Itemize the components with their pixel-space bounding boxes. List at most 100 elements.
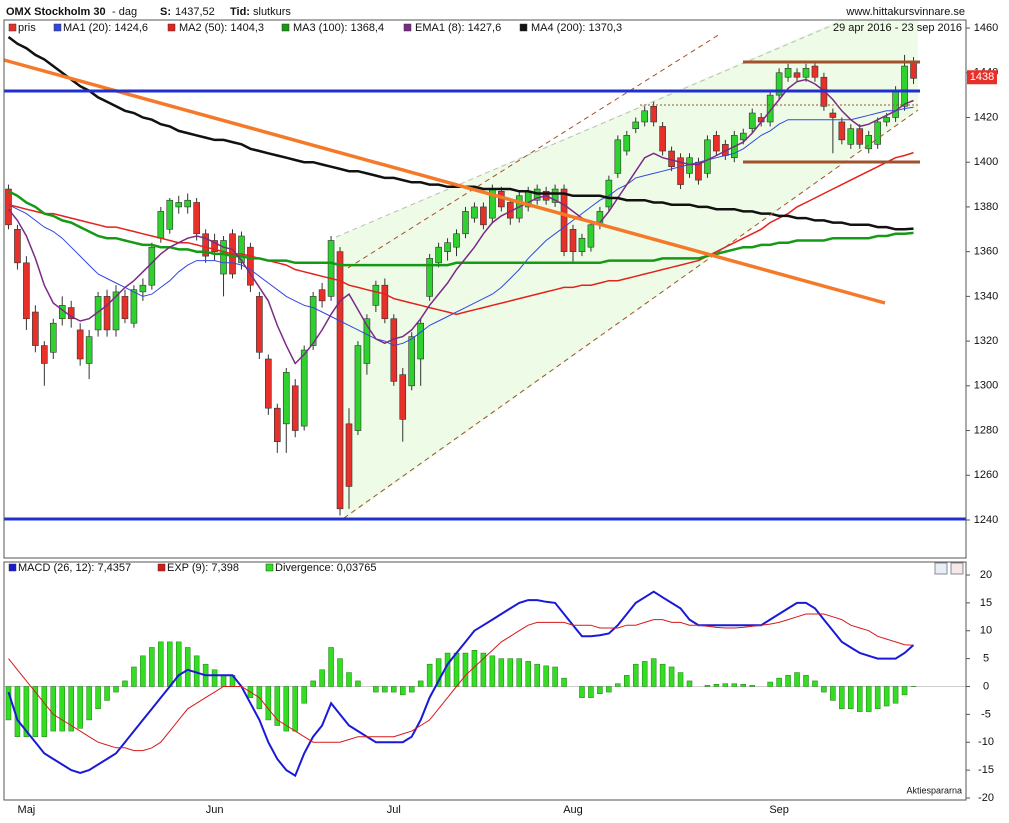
divergence-bar <box>668 666 675 687</box>
candle-body <box>354 345 362 431</box>
divergence-bar <box>821 686 827 693</box>
candle-body <box>704 139 711 174</box>
channel-line <box>335 21 841 238</box>
divergence-bar <box>131 666 137 687</box>
y-tick-label: 1420 <box>974 111 998 123</box>
divergence-bar <box>857 686 863 712</box>
line <box>8 106 914 347</box>
divergence-bar <box>677 672 684 687</box>
price-label: S: <box>160 6 171 18</box>
divergence-bar <box>337 658 343 687</box>
candle-body <box>399 374 407 420</box>
divergence-bar <box>328 647 334 687</box>
line <box>7 78 914 365</box>
close-icon[interactable] <box>950 562 964 575</box>
legend-swatch <box>167 23 176 32</box>
divergence-bar <box>211 669 218 687</box>
divergence-bar <box>453 652 460 687</box>
x-tick-label: Sep <box>769 804 789 816</box>
candle-body <box>856 128 864 145</box>
x-tick-label: Jun <box>206 804 224 816</box>
candle-body <box>892 90 899 118</box>
y-tick-label: -5 <box>981 708 991 720</box>
divergence-bar <box>167 641 173 687</box>
y-tick-label: 0 <box>983 680 989 692</box>
candle-body <box>193 202 200 235</box>
legend-label: MA4 (200): 1370,3 <box>531 22 622 34</box>
divergence-bar <box>507 658 514 687</box>
candle-body <box>202 233 209 257</box>
candle-body <box>23 262 30 320</box>
y-tick-label: 1400 <box>974 156 998 168</box>
divergence-bar <box>632 663 639 687</box>
x-tick-label: Maj <box>18 804 36 816</box>
divergence-bar <box>140 655 146 687</box>
legend-swatch <box>281 23 290 32</box>
divergence-bar <box>444 652 451 687</box>
divergence-bar <box>579 686 585 698</box>
candle-body <box>766 94 774 123</box>
divergence-bar <box>382 686 388 693</box>
divergence-bar <box>373 686 379 693</box>
divergence-bar <box>5 686 12 721</box>
y-tick-label: 15 <box>980 597 992 609</box>
candle-body <box>76 329 84 360</box>
candle-body <box>282 372 290 425</box>
candle-body <box>462 211 469 235</box>
candle-body <box>318 289 326 302</box>
candle-body <box>650 106 657 123</box>
divergence-bar <box>525 661 531 687</box>
divergence-bar <box>310 680 316 687</box>
legend-swatch <box>265 563 274 572</box>
price-tag <box>967 70 997 85</box>
divergence-bar <box>543 665 549 687</box>
candle-body <box>739 132 747 141</box>
divergence-bar <box>767 681 773 687</box>
mask <box>0 20 4 560</box>
candle-body <box>85 336 93 364</box>
divergence-bar <box>95 686 101 710</box>
candle-body <box>139 284 147 293</box>
divergence-bar <box>606 686 612 693</box>
x-tick-label: Jul <box>387 804 401 816</box>
candle-body <box>471 206 478 219</box>
divergence-bar <box>391 686 397 693</box>
y-tick-label: -15 <box>978 764 994 776</box>
y-tick-label: 1460 <box>974 22 998 34</box>
candle-body <box>274 407 281 443</box>
candle-body <box>802 67 810 78</box>
macd-panel <box>3 561 967 801</box>
divergence-bar <box>650 658 657 687</box>
logo: Aktiespararna <box>906 785 962 795</box>
divergence-bar <box>220 675 227 687</box>
y-tick-label: 5 <box>983 653 989 665</box>
candle-body <box>256 296 263 353</box>
zoom-icon[interactable] <box>934 562 948 575</box>
divergence-bar <box>265 686 272 721</box>
candle-body <box>184 199 191 208</box>
divergence-bar <box>104 686 110 701</box>
candle-body <box>641 110 648 123</box>
y-tick-label: 20 <box>980 569 992 581</box>
legend-swatch <box>519 23 528 32</box>
candle-body <box>569 228 577 252</box>
candle-body <box>748 112 756 129</box>
divergence-bar <box>812 680 818 687</box>
divergence-bar <box>355 680 361 687</box>
legend-label: Divergence: 0,03765 <box>275 562 377 574</box>
divergence-bar <box>149 647 155 687</box>
candle-body <box>578 237 586 252</box>
divergence-bar <box>749 685 755 687</box>
price: 1437,52 <box>175 6 215 18</box>
drawings-under <box>335 20 918 520</box>
candle-body <box>345 423 353 487</box>
candle-body <box>910 61 917 79</box>
divergence-bar <box>113 686 119 693</box>
candle-body <box>713 135 720 152</box>
candle-body <box>220 240 227 275</box>
divergence-bar <box>883 686 890 707</box>
line <box>8 613 914 752</box>
divergence-bar <box>624 675 630 687</box>
divergence-bar <box>830 686 836 701</box>
